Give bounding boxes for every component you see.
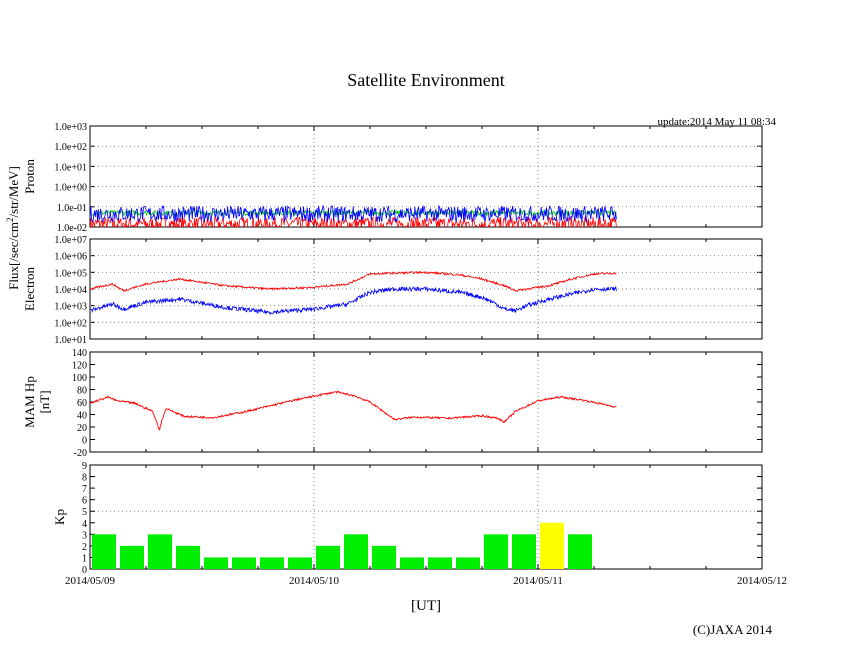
kp-tick-label: 3 — [82, 530, 87, 541]
proton-tick-label: 1.0e-01 — [57, 203, 87, 214]
hp-tick-label: 100 — [72, 373, 87, 384]
kp-bar — [92, 534, 116, 569]
proton-tick-label: 1.0e+02 — [54, 142, 87, 153]
electron-tick-label: 1.0e+01 — [54, 335, 87, 346]
proton-tick-label: 1.0e-02 — [57, 223, 87, 234]
x-tick-label: 2014/05/10 — [289, 575, 340, 587]
kp-tick-label: 8 — [82, 473, 87, 484]
proton-series-2-line — [90, 204, 617, 223]
kp-bar — [540, 522, 564, 569]
kp-bar — [176, 545, 200, 569]
kp-tick-label: 0 — [82, 565, 87, 576]
x-tick-label: 2014/05/11 — [513, 575, 563, 587]
hp-tick-label: -20 — [74, 448, 87, 459]
hp-axis-label: MAM Hp[nT] — [22, 376, 52, 428]
proton-tick-label: 1.0e+00 — [54, 183, 87, 194]
proton-series-0-line — [90, 215, 617, 227]
hp-tick-label: 80 — [77, 386, 87, 397]
kp-bar — [288, 557, 312, 569]
kp-tick-label: 6 — [82, 496, 87, 507]
electron-tick-label: 1.0e+05 — [54, 268, 87, 279]
kp-bar — [232, 557, 256, 569]
chart-title: Satellite Environment — [347, 70, 504, 90]
kp-tick-label: 1 — [82, 553, 87, 564]
kp-bar — [120, 545, 144, 569]
hp-tick-label: 140 — [72, 348, 87, 359]
copyright-text: (C)JAXA 2014 — [693, 622, 773, 637]
electron-series-1-line — [89, 285, 617, 316]
kp-tick-label: 4 — [82, 519, 87, 530]
kp-axis-label: Kp — [52, 509, 67, 525]
proton-panel — [89, 125, 763, 228]
proton-tick-label: 1.0e+01 — [54, 162, 87, 173]
x-tick-label: 2014/05/09 — [65, 575, 116, 587]
electron-tick-label: 1.0e+04 — [54, 285, 87, 296]
hp-tick-label: 60 — [77, 398, 87, 409]
kp-tick-label: 7 — [82, 484, 87, 495]
update-timestamp: update:2014 May 11 08:34 — [658, 116, 777, 128]
hp-series-0-line — [89, 390, 617, 432]
kp-bar — [372, 545, 396, 569]
kp-tick-label: 2 — [82, 542, 87, 553]
kp-bar — [316, 545, 340, 569]
kp-bar — [512, 534, 536, 569]
hp-axis-label-line2: [nT] — [37, 390, 52, 413]
electron-tick-label: 1.0e+02 — [54, 318, 87, 329]
kp-bar — [428, 557, 452, 569]
proton-axis-label: Proton — [22, 159, 37, 194]
hp-axis-label-line1: MAM Hp — [22, 376, 37, 428]
kp-tick-label: 5 — [82, 507, 87, 518]
electron-tick-label: 1.0e+07 — [54, 235, 87, 246]
kp-bar — [344, 534, 368, 569]
kp-bar — [260, 557, 284, 569]
kp-bar — [484, 534, 508, 569]
kp-tick-label: 9 — [82, 461, 87, 472]
electron-tick-label: 1.0e+06 — [54, 252, 87, 263]
hp-tick-label: 0 — [82, 436, 87, 447]
electron-series-0-line — [89, 270, 617, 293]
hp-tick-label: 120 — [72, 361, 87, 372]
hp-tick-label: 40 — [77, 411, 87, 422]
hp-tick-label: 20 — [77, 423, 87, 434]
hp-panel — [89, 351, 763, 453]
kp-bar — [568, 534, 592, 569]
kp-bar — [400, 557, 424, 569]
flux-axis-label: Flux[/sec/cm2/str/MeV] — [5, 166, 21, 290]
electron-tick-label: 1.0e+03 — [54, 302, 87, 313]
x-tick-label: 2014/05/12 — [737, 575, 787, 587]
kp-bar — [204, 557, 228, 569]
electron-axis-label: Electron — [22, 266, 37, 311]
x-axis-label: [UT] — [411, 598, 441, 614]
kp-bar — [456, 557, 480, 569]
kp-bar — [148, 534, 172, 569]
proton-tick-label: 1.0e+03 — [54, 122, 87, 133]
